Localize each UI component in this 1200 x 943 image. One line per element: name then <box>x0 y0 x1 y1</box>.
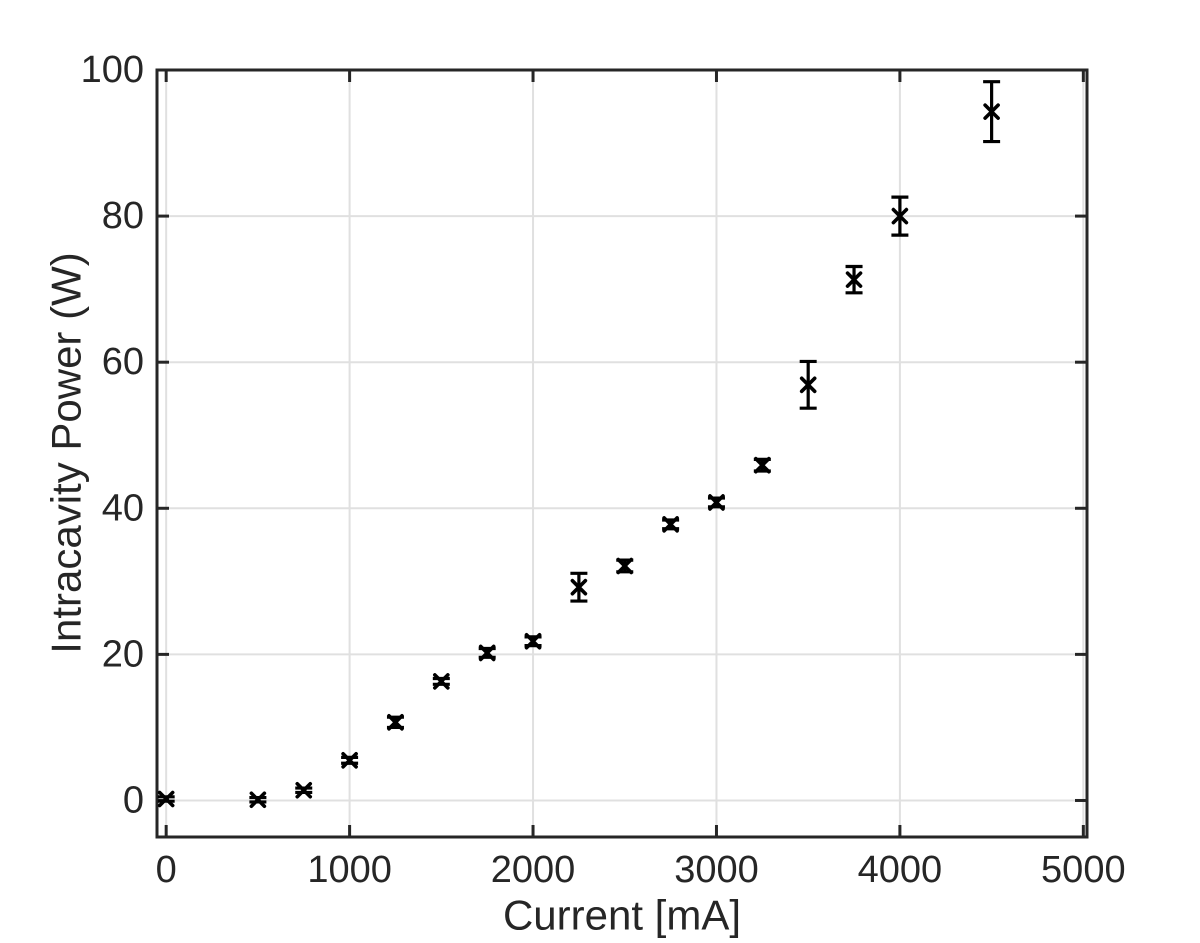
x-marker-stroke <box>570 578 588 596</box>
y-tick-label: 100 <box>81 49 144 91</box>
data-point <box>157 790 175 808</box>
x-marker-stroke <box>983 103 1000 120</box>
data-point <box>983 80 1001 144</box>
x-marker-stroke <box>433 673 450 690</box>
data-point <box>478 644 496 662</box>
data-point <box>753 456 771 474</box>
y-axis-label: Intracavity Power (W) <box>43 252 90 653</box>
data-point <box>570 571 588 603</box>
data-point <box>386 714 404 731</box>
x-marker-stroke <box>662 516 679 533</box>
x-marker-stroke <box>157 790 175 808</box>
y-tick-label: 80 <box>102 195 144 237</box>
data-point <box>524 632 542 650</box>
data-point <box>249 791 267 809</box>
axis-box <box>155 68 1089 839</box>
x-marker-stroke <box>845 271 863 288</box>
data-point <box>432 673 450 690</box>
data-point <box>891 195 909 237</box>
data-point <box>616 557 634 575</box>
x-tick-label: 1000 <box>307 849 392 891</box>
y-tick-label: 20 <box>102 633 144 675</box>
data-point <box>799 359 817 410</box>
x-marker-stroke <box>616 557 634 575</box>
x-tick-label: 4000 <box>858 849 943 891</box>
data-series-layer <box>157 80 1001 809</box>
x-tick-label: 3000 <box>674 849 759 891</box>
data-point <box>295 781 313 799</box>
tick-label-layer: 0 1000 2000 3000 4000 5000 0 20 40 60 80 100 <box>81 49 1126 891</box>
x-marker-stroke <box>891 207 909 225</box>
x-marker-stroke <box>387 714 404 731</box>
grid-layer <box>157 69 1087 837</box>
x-tick-label: 2000 <box>491 849 576 891</box>
x-marker-stroke <box>249 791 267 809</box>
x-marker-stroke <box>754 456 771 474</box>
data-point <box>845 264 863 295</box>
x-marker-stroke <box>341 751 358 769</box>
data-point <box>707 494 725 511</box>
data-point <box>662 516 680 533</box>
y-tick-label: 0 <box>123 779 144 821</box>
y-tick-label: 60 <box>102 341 144 383</box>
axis-layer <box>155 68 1089 839</box>
x-marker-stroke <box>799 376 817 394</box>
data-point <box>341 751 359 769</box>
x-marker-stroke <box>478 644 496 662</box>
x-marker-stroke <box>295 781 313 799</box>
x-marker-stroke <box>708 494 725 511</box>
x-marker-stroke <box>524 632 542 650</box>
x-axis-label: Current [mA] <box>503 892 741 939</box>
y-tick-label: 40 <box>102 487 144 529</box>
x-tick-label: 5000 <box>1041 849 1126 891</box>
x-tick-label: 0 <box>156 849 177 891</box>
